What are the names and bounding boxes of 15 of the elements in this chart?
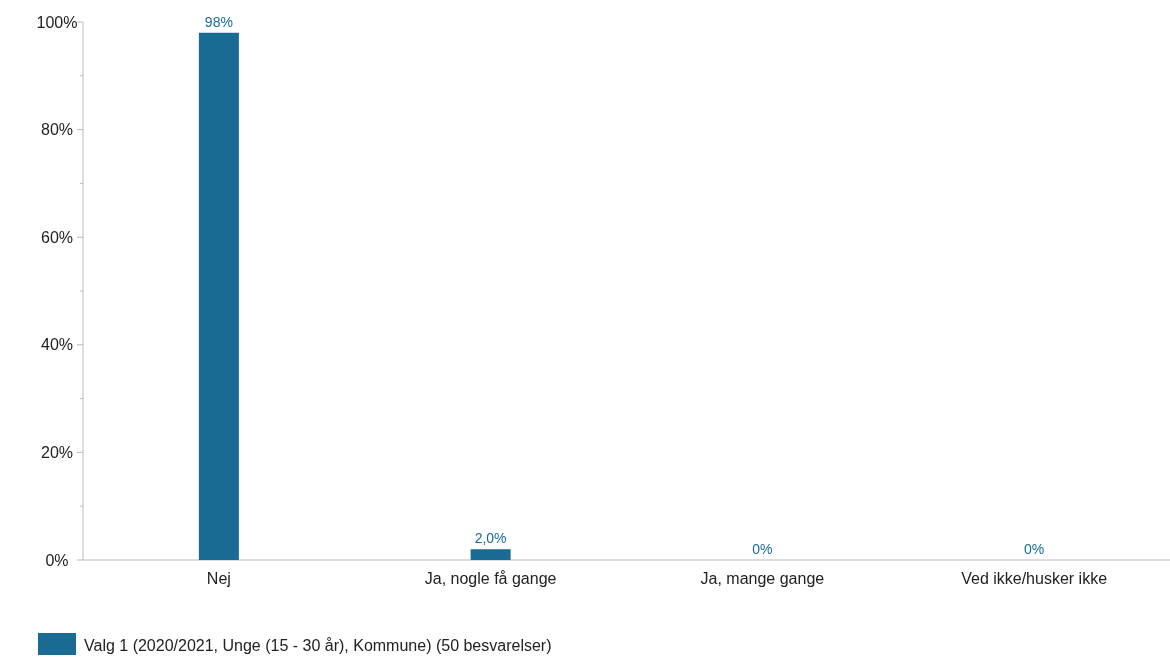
data-label: 98% xyxy=(204,13,233,30)
y-tick-label: 20% xyxy=(40,444,74,461)
x-tick-label: Ja, mange gange xyxy=(700,570,825,587)
y-tick-label: 40% xyxy=(40,336,74,354)
legend-label: Valg 1 (2020/2021, Unge (15 - 30 år), Kommune) (50 besvarelser) xyxy=(84,636,552,654)
x-tick-label: Ja, nogle få gange xyxy=(424,570,557,587)
data-label: 2,0% xyxy=(474,530,507,547)
y-tick-label: 80% xyxy=(40,121,74,139)
x-tick-label: Ved ikke/husker ikke xyxy=(961,570,1108,587)
y-tick-label: 0% xyxy=(45,551,69,569)
y-tick-label: 100% xyxy=(36,13,78,31)
data-label: 0% xyxy=(752,541,773,557)
y-tick-label: 60% xyxy=(40,228,74,246)
data-label: 0% xyxy=(1024,541,1045,557)
x-tick-label: Nej xyxy=(206,570,231,587)
